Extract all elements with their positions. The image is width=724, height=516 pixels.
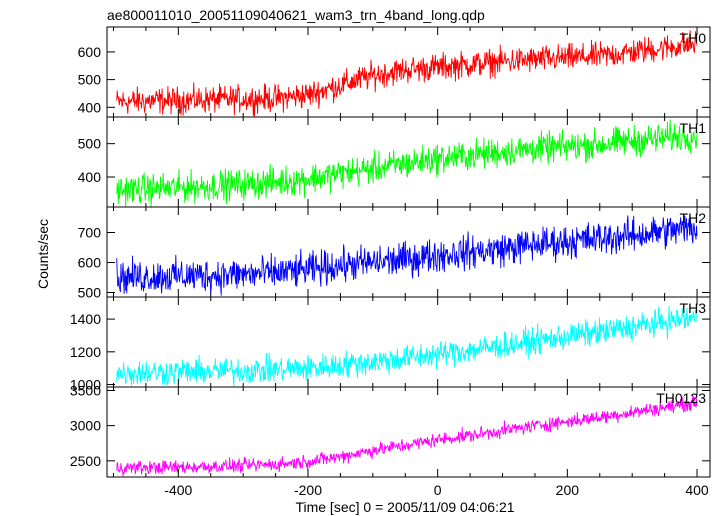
panel-th2: 500 600 700 TH2 — [78, 206, 711, 301]
series-label-th0: TH0 — [680, 30, 707, 46]
chart-title: ae800011010_20051109040621_wam3_trn_4ban… — [107, 7, 485, 23]
y-axis-label: Counts/sec — [35, 219, 51, 289]
y-tick-label: 500 — [78, 136, 102, 152]
y-tick-label: 1200 — [70, 344, 101, 360]
x-tick-label: -400 — [164, 482, 192, 498]
series-line-th0123 — [116, 395, 698, 477]
series-label-th3: TH3 — [680, 300, 707, 316]
series-line-th0 — [116, 30, 698, 117]
series-label-th1: TH1 — [680, 120, 707, 136]
x-tick-label: -200 — [294, 482, 322, 498]
x-tick-label: 400 — [685, 482, 709, 498]
y-tick-label: 1400 — [70, 311, 101, 327]
panel-th0123: 2500 3000 3500 TH0123 — [70, 383, 711, 478]
chart-panels: 400 500 600 TH0 400 500 TH1 500 600 700 TH2 1000 120… — [70, 26, 711, 498]
panel-th3: 1000 1200 1400 TH3 — [70, 296, 711, 393]
series-label-th2: TH2 — [680, 210, 707, 226]
series-line-th1 — [116, 119, 698, 207]
panel-th1: 400 500 TH1 — [78, 116, 711, 208]
x-tick-label: 0 — [434, 482, 442, 498]
y-tick-label: 600 — [78, 255, 102, 271]
y-tick-label: 400 — [78, 169, 102, 185]
panel-frame — [106, 386, 711, 478]
y-tick-label: 700 — [78, 225, 102, 241]
y-tick-label: 2500 — [70, 453, 101, 469]
x-axis-label: Time [sec] 0 = 2005/11/09 04:06:21 — [295, 499, 514, 515]
series-line-th3 — [116, 306, 698, 386]
series-label-th0123: TH0123 — [656, 390, 706, 406]
series-line-th2 — [116, 215, 698, 296]
panel-th0: 400 500 600 TH0 — [78, 26, 711, 118]
y-tick-label: 500 — [78, 285, 102, 301]
y-tick-label: 500 — [78, 72, 102, 88]
y-tick-label: 400 — [78, 99, 102, 115]
y-tick-label: 600 — [78, 44, 102, 60]
y-tick-label: 3000 — [70, 418, 101, 434]
panel-frame — [106, 296, 711, 388]
y-tick-label: 1000 — [70, 377, 101, 393]
x-tick-label: 200 — [556, 482, 580, 498]
y-tick-label: 3500 — [70, 383, 101, 399]
panel-frame — [106, 206, 711, 298]
